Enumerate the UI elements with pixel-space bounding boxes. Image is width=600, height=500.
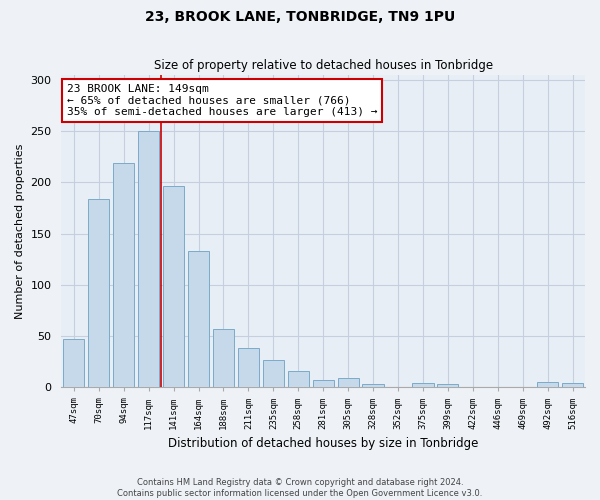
Bar (313, 380, 334, 388)
Bar (537, 382, 558, 388)
Bar (437, 384, 458, 388)
Bar (562, 384, 583, 388)
Bar (138, 131, 159, 388)
Y-axis label: Number of detached properties: Number of detached properties (15, 144, 25, 318)
Bar (287, 371, 309, 388)
Bar (263, 360, 284, 388)
Bar (238, 348, 259, 388)
Bar (412, 384, 434, 388)
Title: Size of property relative to detached houses in Tonbridge: Size of property relative to detached ho… (154, 59, 493, 72)
Bar (113, 163, 134, 388)
X-axis label: Distribution of detached houses by size in Tonbridge: Distribution of detached houses by size … (168, 437, 478, 450)
Text: 23 BROOK LANE: 149sqm
← 65% of detached houses are smaller (766)
35% of semi-det: 23 BROOK LANE: 149sqm ← 65% of detached … (67, 84, 377, 117)
Bar (338, 378, 359, 388)
Bar (213, 329, 234, 388)
Text: 23, BROOK LANE, TONBRIDGE, TN9 1PU: 23, BROOK LANE, TONBRIDGE, TN9 1PU (145, 10, 455, 24)
Bar (188, 251, 209, 388)
Bar (163, 186, 184, 388)
Text: Contains HM Land Registry data © Crown copyright and database right 2024.
Contai: Contains HM Land Registry data © Crown c… (118, 478, 482, 498)
Bar (63, 339, 85, 388)
Bar (88, 198, 109, 388)
Bar (362, 384, 383, 388)
